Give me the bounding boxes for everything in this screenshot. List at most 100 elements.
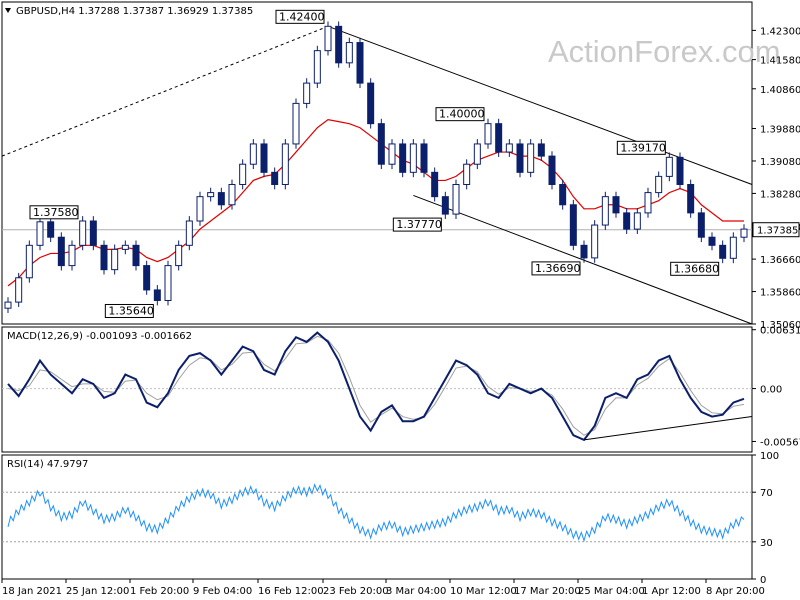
x-tick-label: 23 Feb 20:00 [323,586,389,597]
current-price-label: 1.37385 [757,226,798,237]
bull-candle [473,143,481,165]
bear-candle [495,123,503,153]
current-price-box [752,222,800,238]
bear-candle [335,25,343,64]
bull-candle [111,248,119,271]
price-annotation-box [29,205,79,220]
rsi-pane-frame [1,454,753,580]
price-y-tick-label: 1.40860 [760,85,800,96]
symbol-dropdown-icon [5,8,11,13]
price-annotation-label: 1.40000 [439,108,485,121]
bull-candle [281,143,289,185]
x-tick-label: 25 Jan 12:00 [66,586,129,597]
bear-candle [260,143,268,173]
bear-candle [516,143,524,173]
macd-signal-line [7,335,745,436]
price-annotation-box [616,140,666,155]
bull-candle [324,25,332,52]
bull-candle [740,228,748,238]
bull-candle [15,277,23,303]
bear-candle [57,236,65,267]
bull-candle [644,192,652,214]
price-annotation-label: 1.35640 [108,304,154,317]
bull-candle [36,221,44,246]
x-tick-label: 3 Mar 04:00 [386,586,446,597]
watermark: ActionForex.com [548,34,781,69]
bear-candle [580,244,588,259]
rsi-pane-title: RSI(14) 47.9797 [7,459,88,470]
price-annotation-label: 1.36680 [674,262,720,275]
bull-candle [292,102,300,145]
bull-candle [68,244,76,267]
bear-candle [356,42,364,84]
bull-candle [665,156,673,177]
bear-candle [676,156,684,185]
bull-candle [196,196,204,222]
macd-pane-frame [1,326,753,453]
bear-candle [420,143,428,173]
price-annotation-label: 1.37770 [396,218,442,231]
bull-candle [505,143,513,153]
x-tick-label: 1 Feb 20:00 [130,586,189,597]
rsi-y-tick-label: 70 [760,488,773,499]
price-y-tick-label: 1.36660 [760,255,800,266]
bull-candle [729,236,737,259]
price-y-tick-label: 1.41580 [760,56,800,67]
x-tick-label: 25 Mar 04:00 [578,586,645,597]
bull-candle [164,265,172,301]
x-tick-label: 10 Mar 12:00 [450,586,517,597]
bear-candle [623,212,631,230]
macd-pane-title: MACD(12,26,9) -0.001093 -0.001662 [7,331,192,342]
bull-candle [79,220,87,246]
bull-candle [303,82,311,104]
macd-line [7,331,745,442]
bull-candle [313,50,321,84]
bear-candle [132,244,140,267]
bear-candle [687,183,695,214]
x-tick-label: 17 Mar 20:00 [514,586,581,597]
dashed-support-trendline [1,25,329,157]
bear-candle [143,265,151,291]
price-pane-frame [1,1,753,325]
price-pane-title: GBPUSD,H4 1.37288 1.37387 1.36929 1.3738… [16,6,253,17]
macd-y-tick-label: 0.00631 [760,326,800,337]
bull-candle [601,196,609,226]
bull-candle [175,244,183,267]
bull-candle [388,143,396,165]
bear-candle [559,183,567,206]
macd-y-tick-label: 0.00 [760,385,782,396]
price-annotation-box [435,107,485,122]
rsi-line [7,483,745,543]
rsi-y-tick-label: 100 [760,451,779,462]
price-annotation-label: 1.42400 [279,10,325,23]
bear-candle [377,123,385,165]
x-tick-label: 9 Feb 04:00 [193,586,252,597]
bull-candle [591,224,599,259]
bear-candle [367,82,375,125]
bear-candle [569,204,577,246]
price-annotation-label: 1.39170 [620,141,666,154]
bull-candle [4,301,12,309]
moving-average-line [7,118,744,287]
macd-trendline [583,416,753,441]
price-y-tick-label: 1.42300 [760,26,800,37]
bear-candle [537,143,545,157]
x-tick-label: 16 Feb 12:00 [258,586,324,597]
price-y-tick-label: 1.39880 [760,125,800,136]
bear-candle [100,244,108,271]
price-annotation-label: 1.37580 [33,206,79,219]
x-tick-label: 8 Apr 20:00 [706,586,765,597]
bull-candle [633,212,641,230]
bear-candle [89,220,97,246]
bear-candle [153,289,161,301]
bull-candle [484,123,492,145]
bear-candle [612,196,620,214]
bull-candle [452,183,460,215]
x-tick-label: 18 Jan 2021 [2,586,62,597]
price-y-tick-label: 1.35060 [760,320,800,331]
bull-candle [249,143,257,165]
price-annotation-box [392,217,442,232]
bull-candle [527,143,535,173]
bull-candle [409,143,417,173]
